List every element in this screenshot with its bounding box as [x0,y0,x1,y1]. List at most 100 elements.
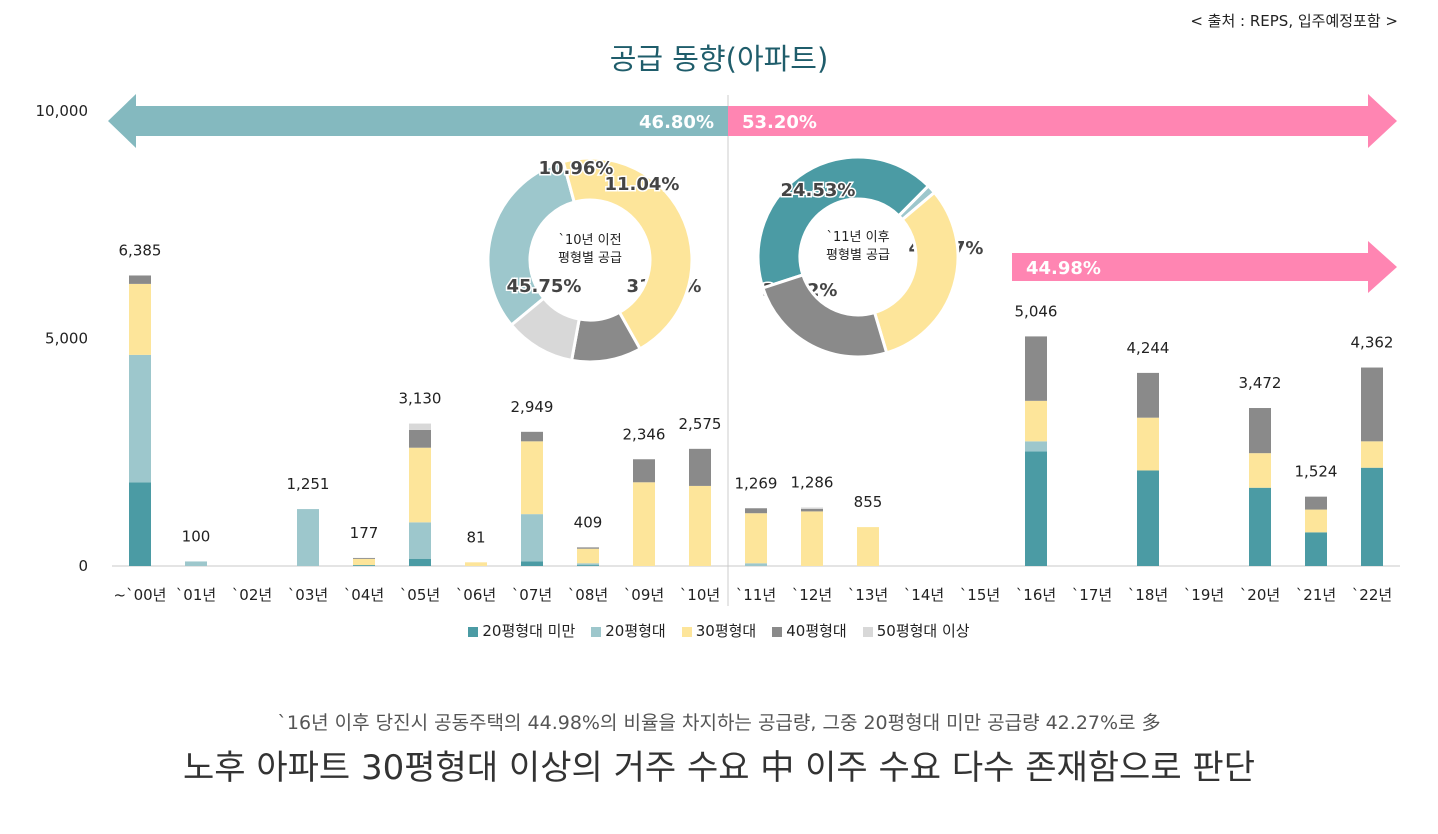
donut-slice-label: 24.53% [781,180,856,201]
x-tick-label: `17년 [1072,586,1112,604]
bar-segment [689,448,711,486]
chart-title: 공급 동향(아파트) [609,42,829,76]
bar-total-label: 2,949 [511,398,554,416]
bar-segment [521,514,543,562]
bar-segment [1137,372,1159,418]
donut-center-label: 평형별 공급 [826,248,890,263]
x-tick-label: `21년 [1296,586,1336,604]
legend-swatch [772,626,783,637]
x-tick-label: `18년 [1128,586,1168,604]
bar-segment [1025,400,1047,442]
legend-item: 30평형대 [681,620,756,641]
donut-slice [509,296,581,363]
bar-total-label: 2,575 [679,415,722,433]
x-tick-label: `11년 [736,586,776,604]
donut-slice-label: 45.75% [507,276,582,297]
x-tick-label: ~`00년 [114,586,167,604]
bar-total-label: 100 [182,527,211,545]
donut-slice-label: 11.04% [605,174,680,195]
bar-segment [1361,367,1383,442]
bar-segment [409,447,431,523]
bar-segment [745,508,767,514]
x-tick-label: `12년 [792,586,832,604]
bar-segment [1025,451,1047,566]
bar-segment [801,511,823,566]
x-tick-label: `04년 [344,586,384,604]
bar-total-label: 1,269 [735,474,778,492]
donut-center-label: `11년 이후 [826,230,889,245]
bar-total-label: 3,472 [1239,374,1282,392]
x-tick-label: `05년 [400,586,440,604]
legend-label: 50평형대 이상 [876,622,970,640]
bar-total-label: 1,251 [287,475,330,493]
bar-segment [129,275,151,284]
summary-note: `16년 이후 당진시 공동주택의 44.98%의 비율을 차지하는 공급량, … [277,712,1161,734]
bar-segment [185,561,207,566]
before-period-share: 46.80% [639,112,714,133]
y-tick-label: 10,000 [36,102,89,120]
bar-segment [745,513,767,564]
bar-segment [129,482,151,566]
bar-segment [409,423,431,430]
x-tick-label: `19년 [1184,586,1224,604]
source-note: < 출처 : REPS, 입주예정포함 > [1190,12,1398,30]
bar-total-label: 5,046 [1015,302,1058,320]
bar-total-label: 4,362 [1351,334,1394,352]
bar-segment [465,562,487,566]
bar-segment [1361,441,1383,468]
x-tick-label: `06년 [456,586,496,604]
conclusion-text: 노후 아파트 30평형대 이상의 거주 수요 中 이주 수요 다수 존재함으로 … [183,748,1255,788]
x-tick-label: `16년 [1016,586,1056,604]
bar-segment [801,507,823,509]
legend-label: 20평형대 [605,622,666,640]
legend-item: 20평형대 미만 [468,620,575,641]
x-tick-label: `13년 [848,586,888,604]
bar-segment [353,565,375,566]
legend-item: 20평형대 [591,620,666,641]
bar-total-label: 2,346 [623,425,666,443]
bar-segment [1361,467,1383,566]
x-tick-label: `07년 [512,586,552,604]
before-period-arrow [108,94,728,148]
bar-segment [1305,509,1327,533]
bar-segment [1137,417,1159,471]
bar-segment [857,527,879,566]
x-tick-label: `01년 [176,586,216,604]
x-tick-label: `20년 [1240,586,1280,604]
bar-segment [577,547,599,549]
legend-swatch [862,626,873,637]
legend-label: 40평형대 [786,622,847,640]
bar-total-label: 1,524 [1295,463,1338,481]
bar-segment [521,561,543,566]
legend-swatch [468,626,479,637]
bar-segment [577,563,599,566]
bar-segment [353,557,375,559]
bar-segment [801,508,823,512]
bar-segment [297,509,319,566]
bar-segment [1249,408,1271,454]
x-tick-label: `03년 [288,586,328,604]
bar-total-label: 1,286 [791,473,834,491]
bar-total-label: 4,244 [1127,339,1170,357]
x-tick-label: `14년 [904,586,944,604]
bar-segment [577,565,599,566]
bar-segment [1025,336,1047,401]
recent-period-arrow [1012,241,1397,293]
legend-item: 40평형대 [772,620,847,641]
donut-slice [872,190,960,355]
bar-total-label: 177 [350,524,379,542]
recent-period-share: 44.98% [1026,258,1101,279]
bar-segment [521,441,543,515]
legend-swatch [591,626,602,637]
chart-legend: 20평형대 미만 20평형대 30평형대 40평형대 50평형대 이상 [0,620,1438,641]
bar-segment [129,354,151,483]
bar-total-label: 81 [466,528,485,546]
donut-slice [756,155,931,290]
bar-segment [409,558,431,566]
legend-swatch [681,626,692,637]
bar-total-label: 6,385 [119,241,162,259]
bar-segment [1305,496,1327,510]
bar-segment [633,459,655,483]
x-tick-label: `10년 [680,586,720,604]
